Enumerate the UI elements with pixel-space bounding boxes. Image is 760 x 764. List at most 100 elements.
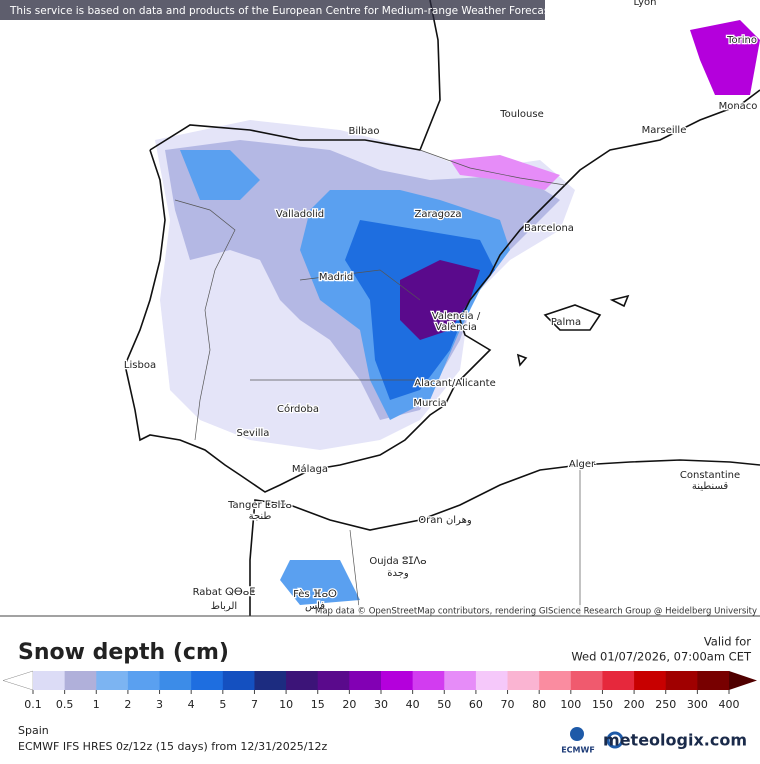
city-label: Lisboa: [124, 360, 156, 371]
city-label: وجدة: [387, 568, 409, 579]
color-swatch: [507, 671, 540, 690]
tick-label: 80: [532, 698, 546, 711]
city-label: València: [435, 321, 477, 333]
color-swatch: [127, 671, 161, 690]
city-labels: Lyon Torino Monaco Toulouse Marseille Bilbao V…: [123, 0, 759, 613]
valid-label: Valid for: [704, 635, 751, 649]
tick-label: 200: [624, 698, 645, 711]
city-label: Lyon: [633, 0, 656, 8]
islands: [516, 294, 630, 367]
color-swatch: [96, 671, 129, 690]
tick-label: 0.5: [56, 698, 74, 711]
region: Spain: [18, 724, 49, 737]
tick-label: 20: [342, 698, 356, 711]
city-label: Oran وهران: [418, 515, 472, 526]
color-swatch: [191, 671, 224, 690]
city-label: Marseille: [642, 125, 687, 136]
city-label: Bilbao: [348, 126, 379, 137]
city-label: Constantine: [680, 470, 740, 481]
color-swatch: [602, 671, 635, 690]
border: [174, 149, 581, 617]
tick-label: 1: [93, 698, 100, 711]
tick-label: 5: [219, 698, 226, 711]
city-label: Rabat ⵕⴱⴰⵟ: [193, 587, 256, 598]
city-label: Alacant/Alicante: [414, 378, 495, 389]
tick-label: 400: [719, 698, 740, 711]
tick-label: 3: [156, 698, 163, 711]
snow-alps: [690, 20, 760, 95]
coastline: [249, 459, 760, 616]
city-label: Valladolid: [276, 209, 324, 220]
city-label: Toulouse: [499, 109, 543, 120]
logo-ecmwf: ECMWF: [561, 746, 595, 755]
city-label: قسنطينة: [692, 481, 729, 492]
tick-label: 60: [469, 698, 483, 711]
color-swatch: [286, 671, 319, 690]
color-swatch: [412, 671, 445, 690]
city-label: Torino: [726, 35, 757, 46]
attribution-box: [338, 605, 760, 617]
color-swatch: [64, 671, 97, 690]
tick-label: 40: [406, 698, 420, 711]
tick-label: 2: [124, 698, 131, 711]
snow-field: [155, 20, 760, 605]
city-label: فاس: [305, 601, 325, 612]
valid-time: Wed 01/07/2026, 07:00am CET: [571, 650, 752, 664]
tick-label: 0.1: [24, 698, 42, 711]
city-label: Fès ⴼⴰⵙ: [293, 588, 337, 600]
color-swatch: [570, 671, 603, 690]
city-label: Palma: [551, 317, 581, 328]
tick-label: 15: [311, 698, 325, 711]
notice-bar: [0, 0, 545, 20]
city-label: Córdoba: [277, 403, 319, 415]
colorbar: 0.1 0.5 1 2 3 4 5 7 10 15 20 30 40 50 60 70 80 100 150 200 2…: [2, 670, 757, 711]
snow-pyrenees: [450, 155, 560, 190]
color-swatch: [697, 671, 730, 690]
color-swatch: [222, 671, 255, 690]
meteologix-icon: [606, 731, 624, 749]
city-label: Barcelona: [524, 223, 574, 234]
city-label: Madrid: [319, 272, 353, 283]
color-swatch: [317, 671, 350, 690]
city-label: Sevilla: [237, 428, 270, 439]
color-swatch: [444, 671, 477, 690]
arrow-low: [2, 670, 34, 691]
color-swatch: [254, 671, 287, 690]
tick-label: 100: [560, 698, 581, 711]
color-swatch: [159, 671, 192, 690]
city-label: Oujda ⵓⵊⴷⴰ: [369, 556, 426, 567]
city-label: Zaragoza: [414, 209, 461, 220]
snow-atlas: [280, 560, 360, 605]
arrow-high: [729, 671, 757, 690]
city-label: Monaco: [719, 101, 758, 112]
logo-meteologix: meteologix.com: [603, 731, 747, 750]
color-swatch: [33, 671, 66, 690]
tick-label: 300: [687, 698, 708, 711]
ecmwf-icon: [570, 727, 584, 741]
color-swatch: [381, 671, 414, 690]
tick-label: 30: [374, 698, 388, 711]
model-info: ECMWF IFS HRES 0z/12z (15 days) from 12/…: [18, 740, 328, 753]
tick-label: 150: [592, 698, 613, 711]
color-swatch: [539, 671, 572, 690]
geography: [124, 0, 760, 617]
legend-title: Snow depth (cm): [18, 640, 229, 665]
city-label: الرباط: [211, 601, 237, 612]
coastline: [564, 89, 760, 186]
city-label: Tanger ⵟⴰⵏⵊⴰ: [227, 500, 292, 511]
color-swatch: [349, 671, 382, 690]
tick-label: 10: [279, 698, 293, 711]
city-label: Murcia: [413, 398, 446, 409]
city-label: Valencia /: [432, 311, 481, 322]
city-label: Málaga: [292, 463, 328, 475]
tick-label: 250: [655, 698, 676, 711]
city-label: طنجة: [249, 511, 272, 522]
tick-label: 50: [437, 698, 451, 711]
tick-label: 7: [251, 698, 258, 711]
tick-label: 4: [188, 698, 195, 711]
coastline: [124, 149, 566, 493]
attribution: Map data © OpenStreetMap contributors, r…: [315, 607, 757, 617]
tick-label: 70: [501, 698, 515, 711]
color-swatch: [665, 671, 698, 690]
